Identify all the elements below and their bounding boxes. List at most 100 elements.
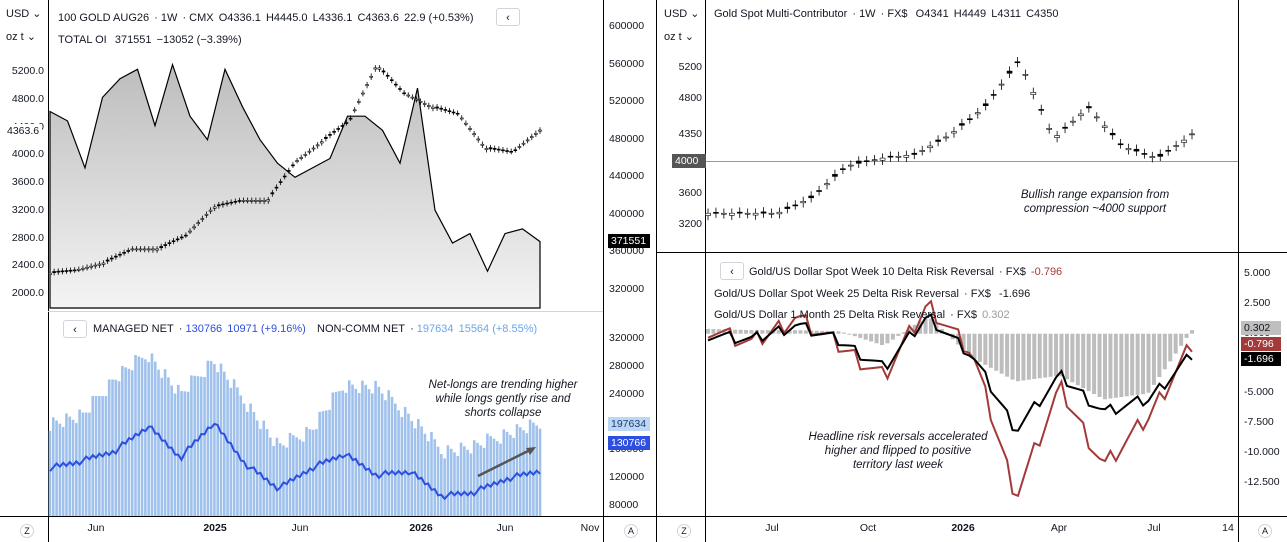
candle-body (270, 192, 275, 195)
spot-candle-body (721, 212, 727, 215)
candle-body (431, 106, 435, 109)
rr-collapse-legend-button[interactable]: ‹ (720, 262, 744, 280)
spot-candle-body (998, 83, 1005, 86)
candle-body (105, 259, 110, 262)
rr-1m-bar (1097, 333, 1102, 397)
candle-body (303, 154, 308, 156)
noncomm-bar (153, 361, 157, 516)
candle-body (422, 103, 427, 105)
spot-candle-body (1038, 109, 1045, 111)
rr25m-label: Gold/US Dollar 1 Month 25 Delta Risk Rev… (714, 309, 946, 321)
noncomm-bar (206, 360, 210, 516)
noncomm-bar (492, 438, 496, 516)
rr-1m-bar (1005, 333, 1010, 377)
spot-candle-body (1086, 106, 1092, 109)
candle-body (319, 141, 324, 144)
candle-body (204, 213, 209, 216)
spot-candle-body (705, 212, 711, 216)
right-zoom-button[interactable]: Z (677, 524, 691, 538)
currency-select[interactable]: USD ⌄ (6, 8, 42, 20)
noncomm-bar (104, 396, 108, 516)
noncomm-bar (78, 409, 81, 516)
spot-candle-body (824, 183, 830, 186)
noncomm-marker: 197634 (608, 417, 650, 431)
candle-body (480, 143, 485, 146)
candle-body (130, 248, 135, 251)
spot-candle-body (800, 201, 807, 204)
candle-body (513, 149, 518, 152)
rr25m-value: 0.302 (982, 309, 1010, 321)
price-tick: 5200.0 (11, 65, 44, 77)
right-currency-select[interactable]: USD ⌄ (664, 8, 700, 20)
noncomm-bar (463, 446, 466, 516)
noncomm-bar (127, 368, 131, 516)
rr-1m-bar (885, 333, 890, 344)
candle-body (398, 88, 402, 90)
spot-candle-body (887, 155, 894, 158)
rr-1m-bar (858, 333, 863, 338)
candle-body (447, 110, 452, 113)
left-zoom-button[interactable]: Z (20, 524, 34, 538)
candle-body (410, 96, 415, 99)
rr-1m-bar (1086, 333, 1091, 392)
rr-1m-bars (706, 317, 1194, 400)
candle-body (394, 83, 398, 86)
candle-body (505, 150, 509, 152)
candle-body (365, 84, 369, 86)
rr-1m-bar (863, 333, 868, 340)
oi-tick: 400000 (609, 207, 645, 220)
time-tick: 2026 (951, 522, 975, 534)
spot-candle-body (911, 152, 918, 155)
noncomm-bar (275, 437, 279, 516)
collapse-lower-legend-button[interactable]: ‹ (63, 320, 87, 338)
right-unit-select[interactable]: oz t ⌄ (664, 31, 695, 43)
left-auto-button[interactable]: A (624, 524, 638, 538)
rr-1m-bar (967, 333, 972, 355)
rr-1m-bar (847, 333, 852, 335)
noncomm-bar (469, 453, 473, 516)
spot-candle-body (1006, 70, 1013, 74)
candle-body (245, 200, 250, 202)
rr-1m-bar (890, 333, 895, 340)
spot-candle-body (967, 118, 973, 121)
spot-candle-body (816, 190, 822, 192)
cot-tick: 320000 (609, 332, 645, 344)
noncomm-bar (489, 436, 492, 516)
spot-candle-body (879, 157, 886, 161)
candle-body (315, 144, 320, 147)
candle-body (262, 200, 266, 202)
main-legend: 100 GOLD AUG26 · 1W · CMX O4336.1 H4445.… (58, 12, 474, 24)
managed-value: 130766 (185, 323, 223, 335)
noncomm-bar (311, 429, 315, 516)
candle-body (167, 242, 172, 244)
candle-body (336, 128, 341, 130)
noncomm-bar (367, 389, 371, 516)
price-tick: 2000.0 (11, 287, 44, 299)
collapse-legend-button[interactable]: ‹ (496, 8, 520, 26)
spot-candle-body (1173, 145, 1179, 147)
noncomm-bar (407, 413, 410, 516)
cot-legend: MANAGED NET · 130766 10971 (+9.16%) NON-… (93, 323, 538, 335)
noncomm-bar (176, 384, 180, 516)
rr-1m-marker: 0.302 (1241, 321, 1281, 335)
rr-tick: -5.000 (1244, 386, 1274, 399)
time-tick: 2025 (203, 522, 227, 534)
noncomm-bar (538, 428, 542, 516)
rr25w-legend: Gold/US Dollar Spot Week 25 Delta Risk R… (714, 288, 1031, 300)
candle-body (291, 164, 295, 167)
noncomm-bar (315, 429, 318, 516)
noncomm-bar (278, 443, 282, 516)
rr-1m-bar (852, 333, 857, 337)
rr-1m-bar (1102, 333, 1107, 400)
legend-interval: 1W (160, 12, 178, 24)
support-marker: 4000 (672, 154, 706, 168)
rr-1m-bar (793, 330, 798, 334)
right-auto-button[interactable]: A (1258, 524, 1272, 538)
rr-1m-bar (1059, 333, 1064, 377)
noncomm-bar (456, 455, 460, 516)
candle-body (534, 133, 538, 135)
spot-candle-body (943, 136, 949, 139)
rr-1m-bar (999, 333, 1004, 374)
price-marker: 4363.6 (4, 124, 43, 138)
unit-select[interactable]: oz t ⌄ (6, 31, 37, 43)
